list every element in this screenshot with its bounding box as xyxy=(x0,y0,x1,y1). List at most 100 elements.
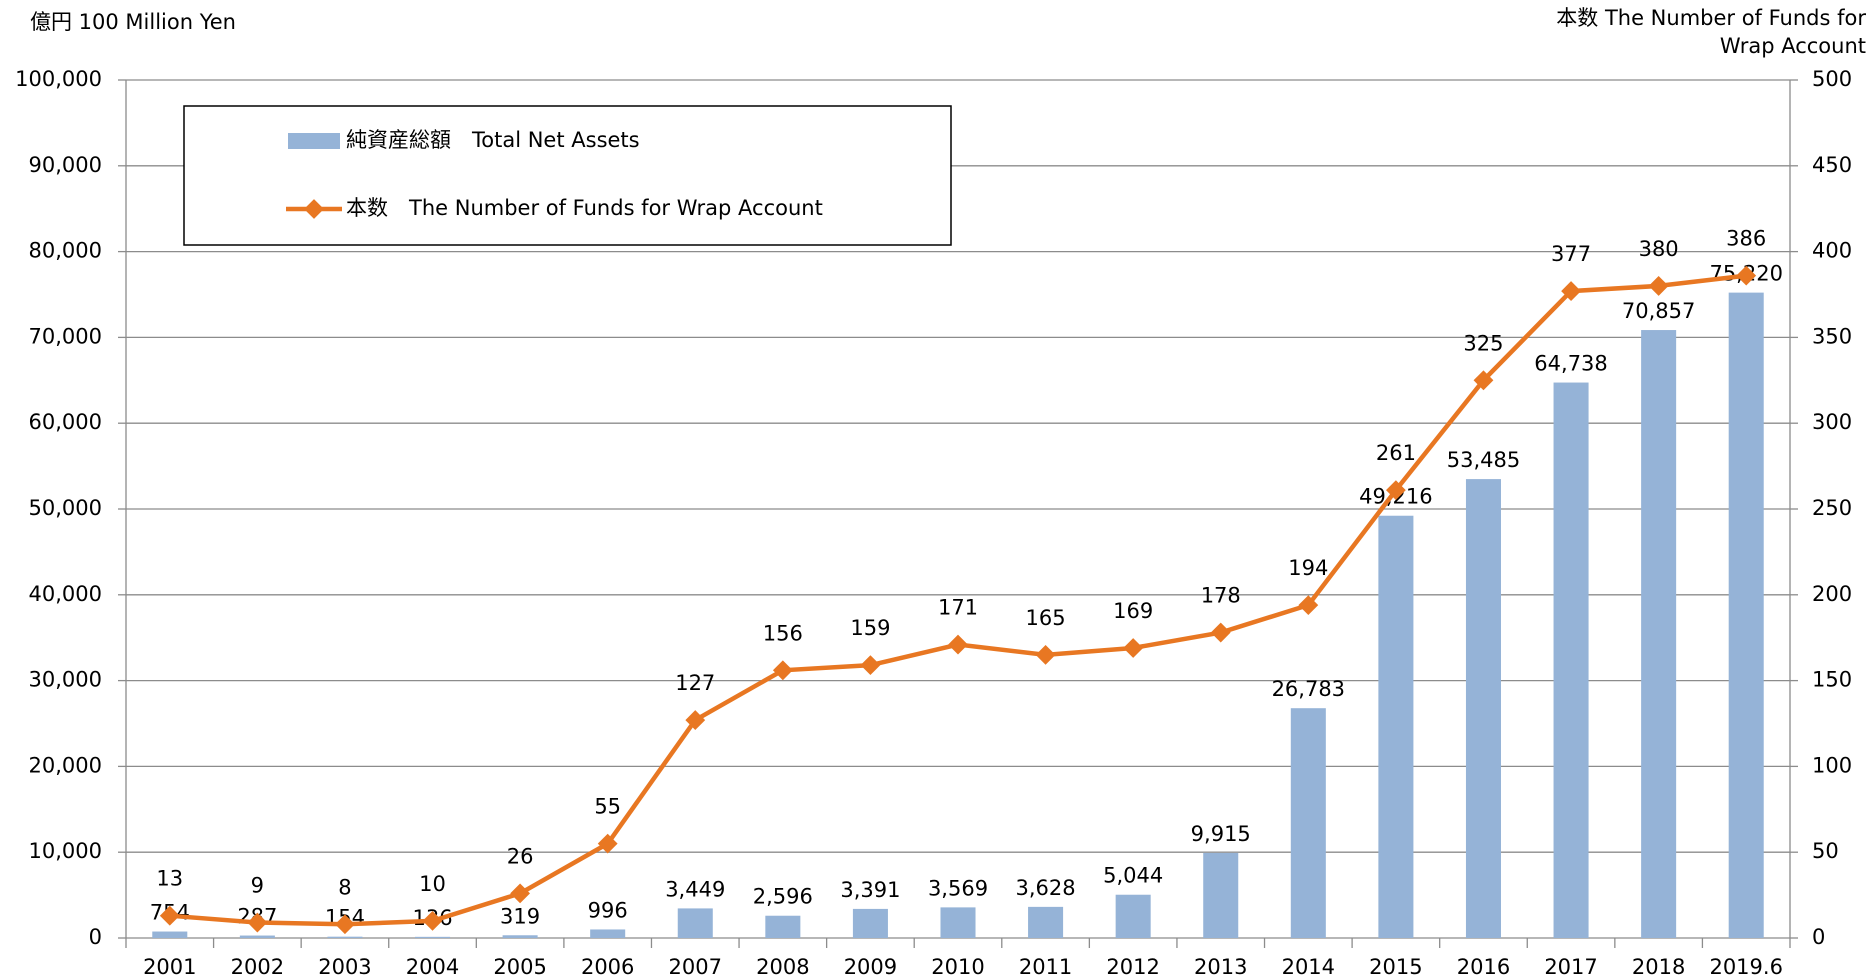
x-tick-label: 2016 xyxy=(1457,955,1510,979)
y-tick-label: 30,000 xyxy=(29,668,102,692)
y-tick-label: 80,000 xyxy=(29,239,102,263)
legend-box xyxy=(183,105,952,246)
y-tick-label: 60,000 xyxy=(29,410,102,434)
bar xyxy=(590,929,626,938)
bar-value-label: 5,044 xyxy=(1103,864,1163,888)
line-marker xyxy=(510,883,531,904)
line-value-label: 380 xyxy=(1639,237,1679,261)
y-tick-label: 70,000 xyxy=(29,324,102,348)
bar-value-label: 3,449 xyxy=(665,877,725,901)
x-tick-label: 2017 xyxy=(1544,955,1597,979)
legend-label: 純資産総額 Total Net Assets xyxy=(346,128,640,152)
x-tick-label: 2018 xyxy=(1632,955,1685,979)
line-value-label: 165 xyxy=(1026,606,1066,630)
line-value-label: 325 xyxy=(1463,331,1503,355)
line-value-label: 261 xyxy=(1376,441,1416,465)
legend-marker xyxy=(304,199,324,219)
x-tick-label: 2010 xyxy=(931,955,984,979)
line-marker xyxy=(1385,480,1406,501)
bar-value-label: 996 xyxy=(588,898,628,922)
line-value-label: 9 xyxy=(251,874,264,898)
x-tick-label: 2015 xyxy=(1369,955,1422,979)
x-tick-label: 2009 xyxy=(844,955,897,979)
y2-tick-label: 0 xyxy=(1812,925,1825,949)
line-marker xyxy=(1298,595,1319,615)
bar xyxy=(1290,708,1326,938)
line-marker xyxy=(948,634,968,655)
bar-value-label: 319 xyxy=(500,904,540,928)
line-marker xyxy=(772,660,793,681)
line-marker xyxy=(1035,644,1056,665)
bar-value-label: 64,738 xyxy=(1534,352,1607,376)
bar-value-label: 3,391 xyxy=(840,878,900,902)
line-value-label: 377 xyxy=(1551,242,1591,266)
line-value-label: 178 xyxy=(1201,584,1241,608)
y-tick-label: 90,000 xyxy=(29,153,102,177)
bar xyxy=(1465,479,1501,938)
line-marker xyxy=(1736,265,1757,286)
bar xyxy=(415,936,451,938)
bar xyxy=(239,935,275,938)
line-marker xyxy=(247,912,268,933)
line-value-label: 156 xyxy=(763,621,803,645)
y2-tick-label: 450 xyxy=(1812,153,1852,177)
bar-value-label: 3,569 xyxy=(928,876,988,900)
x-tick-label: 2008 xyxy=(756,955,809,979)
bar-value-label: 2,596 xyxy=(753,885,813,909)
bar xyxy=(677,908,713,938)
legend-swatch xyxy=(288,133,340,149)
line-marker xyxy=(860,655,881,676)
line-value-label: 127 xyxy=(675,671,715,695)
x-tick-label: 2012 xyxy=(1106,955,1159,979)
bar xyxy=(502,935,538,938)
line-value-label: 171 xyxy=(938,596,978,620)
line-value-label: 169 xyxy=(1113,599,1153,623)
y-tick-label: 10,000 xyxy=(29,839,102,863)
bar xyxy=(1378,515,1414,938)
line-value-label: 159 xyxy=(850,616,890,640)
x-tick-label: 2007 xyxy=(669,955,722,979)
x-tick-label: 2003 xyxy=(318,955,371,979)
y2-tick-label: 250 xyxy=(1812,496,1852,520)
bar-value-label: 70,857 xyxy=(1622,299,1695,323)
x-tick-label: 2019.6 xyxy=(1709,955,1782,979)
bar xyxy=(940,907,976,938)
bar xyxy=(1641,330,1677,938)
line-marker xyxy=(685,710,706,730)
bar xyxy=(852,908,888,938)
y-tick-label: 0 xyxy=(89,925,102,949)
line-marker xyxy=(422,910,443,931)
x-tick-label: 2001 xyxy=(143,955,196,979)
x-tick-label: 2002 xyxy=(231,955,284,979)
bar xyxy=(1728,292,1764,938)
x-tick-label: 2014 xyxy=(1282,955,1335,979)
line-marker xyxy=(1561,281,1581,301)
line-value-label: 194 xyxy=(1288,556,1328,580)
y-tick-label: 20,000 xyxy=(29,753,102,777)
bar xyxy=(1028,906,1064,938)
y2-tick-label: 300 xyxy=(1812,410,1852,434)
y-tick-label: 50,000 xyxy=(29,496,102,520)
line-value-label: 55 xyxy=(594,795,621,819)
y2-tick-label: 350 xyxy=(1812,324,1852,348)
x-tick-label: 2005 xyxy=(493,955,546,979)
line-value-label: 10 xyxy=(419,872,446,896)
line-marker xyxy=(335,914,355,935)
bar-value-label: 26,783 xyxy=(1272,677,1345,701)
line-value-label: 8 xyxy=(338,875,351,899)
bar xyxy=(1203,852,1239,938)
bar xyxy=(1553,382,1589,938)
bar xyxy=(327,936,363,938)
x-tick-label: 2006 xyxy=(581,955,634,979)
line-marker xyxy=(597,833,618,854)
y2-tick-label: 500 xyxy=(1812,67,1852,91)
y2-tick-label: 50 xyxy=(1812,839,1839,863)
bar-value-label: 53,485 xyxy=(1447,448,1520,472)
x-tick-label: 2013 xyxy=(1194,955,1247,979)
bar-value-label: 3,628 xyxy=(1016,876,1076,900)
bar xyxy=(1115,894,1151,938)
y-tick-label: 100,000 xyxy=(15,67,102,91)
line-value-label: 26 xyxy=(507,844,534,868)
